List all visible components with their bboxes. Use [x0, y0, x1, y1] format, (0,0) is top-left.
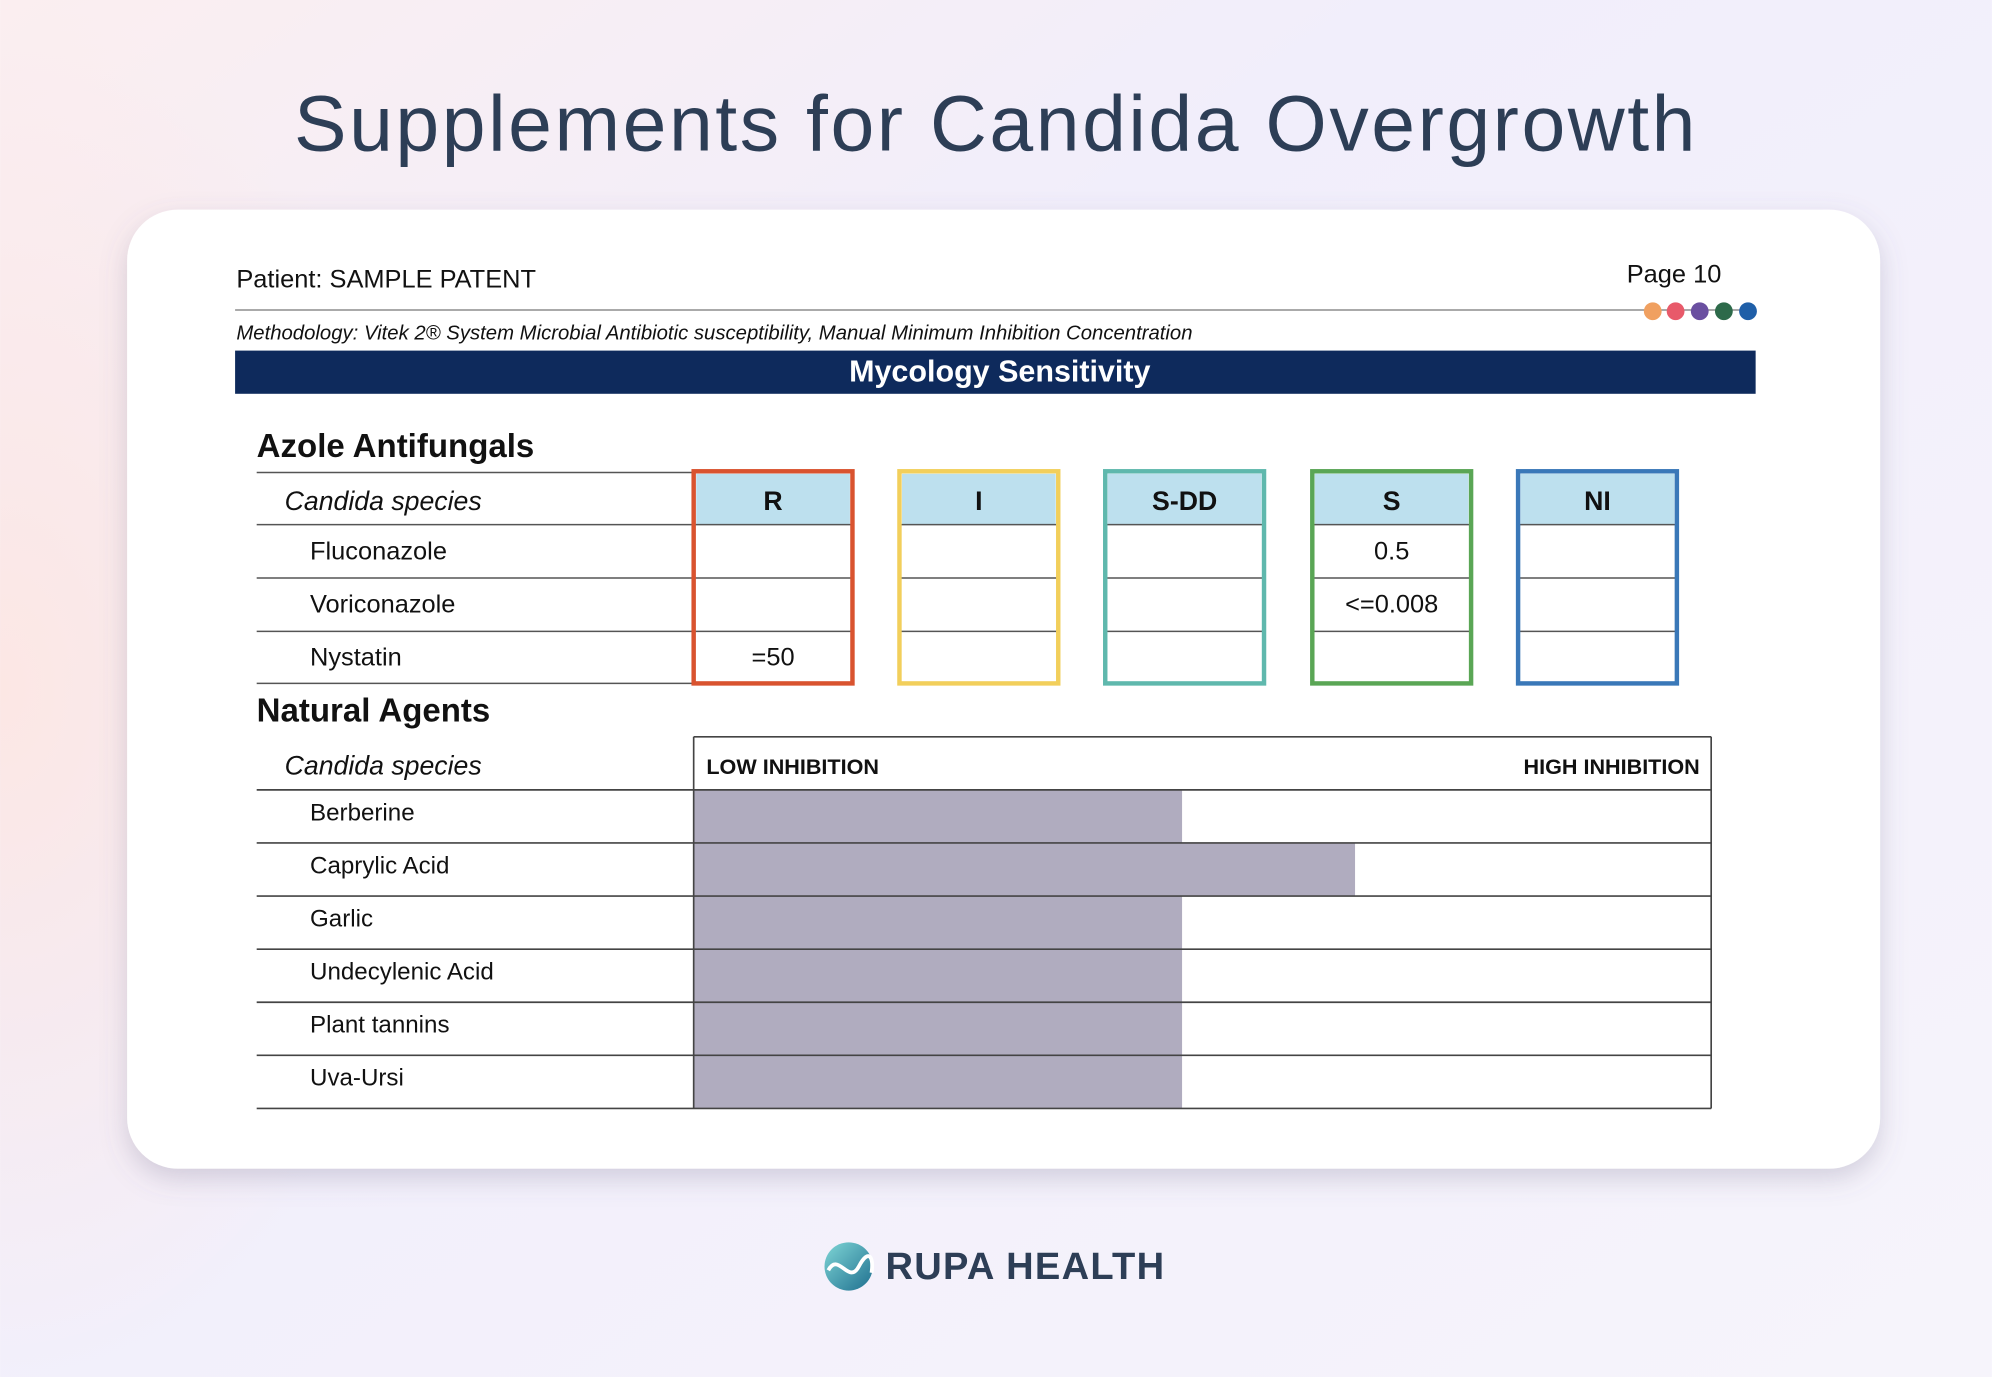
column-box: [897, 469, 1061, 686]
dot: [1739, 302, 1757, 321]
column-box: [691, 469, 855, 686]
column-box: [1310, 469, 1474, 686]
drug-name: Fluconazole: [310, 537, 447, 565]
inhibition-bar: [693, 1055, 1183, 1109]
agent-name: Berberine: [310, 799, 415, 826]
banner-title: Mycology Sensitivity: [849, 355, 1150, 389]
dot: [1666, 302, 1685, 321]
inhibition-bar: [693, 896, 1183, 950]
section-heading: Natural Agents: [257, 691, 491, 728]
column-header-bg: [1107, 473, 1262, 525]
dot: [1643, 302, 1662, 321]
inhibition-bar: [693, 789, 1183, 843]
drug-name: Voriconazole: [310, 591, 455, 619]
brand: RUPA HEALTH: [885, 1246, 1165, 1288]
column-header-bg: [901, 473, 1056, 525]
column-label: I: [975, 486, 982, 516]
agent-name: Caprylic Acid: [310, 852, 449, 879]
inhibition-bar: [693, 842, 1356, 897]
dot: [1690, 302, 1709, 321]
inhibition-bar: [693, 1002, 1183, 1056]
page-title: Supplements for Candida Overgrowth: [294, 79, 1698, 167]
column-header-bg: [1314, 473, 1469, 525]
scale-low: LOW INHIBITION: [706, 754, 879, 779]
column-header-bg: [1520, 473, 1675, 525]
agent-name: Undecylenic Acid: [310, 959, 494, 986]
color-dots: [1643, 302, 1757, 321]
patient: Patient: SAMPLE PATENT: [236, 265, 536, 293]
banner: [235, 350, 1756, 394]
drug-name: Nystatin: [310, 643, 402, 671]
column-label: S-DD: [1152, 486, 1217, 516]
page-number: Page 10: [1627, 260, 1722, 288]
row-header: Candida species: [285, 486, 482, 516]
column-box: [1515, 469, 1680, 686]
column-label: S: [1383, 486, 1401, 516]
section-heading: Azole Antifungals: [257, 427, 535, 464]
methodology: Methodology: Vitek 2® System Microbial A…: [236, 322, 1192, 344]
column-label: R: [763, 486, 782, 516]
column-label: NI: [1584, 486, 1611, 516]
logo-wave: [826, 1254, 875, 1275]
tables: Candida species Fluconazole Voriconazole Ny…: [256, 469, 1713, 1110]
cell-value: <=0.008: [1345, 591, 1438, 619]
logo-mark: [824, 1242, 873, 1291]
report-card: [127, 209, 1881, 1169]
cell-value: 0.5: [1374, 537, 1409, 565]
agent-name: Plant tannins: [310, 1012, 450, 1039]
row-header: Candida species: [285, 750, 482, 780]
agent-name: Garlic: [310, 905, 373, 932]
scale-high: HIGH INHIBITION: [1524, 754, 1700, 779]
column-header-bg: [696, 473, 850, 525]
inhibition-bar: [693, 949, 1183, 1003]
agent-name: Uva-Ursi: [310, 1065, 404, 1092]
column-box: [1103, 469, 1267, 686]
dot: [1714, 302, 1733, 321]
cell-value: =50: [752, 643, 795, 671]
